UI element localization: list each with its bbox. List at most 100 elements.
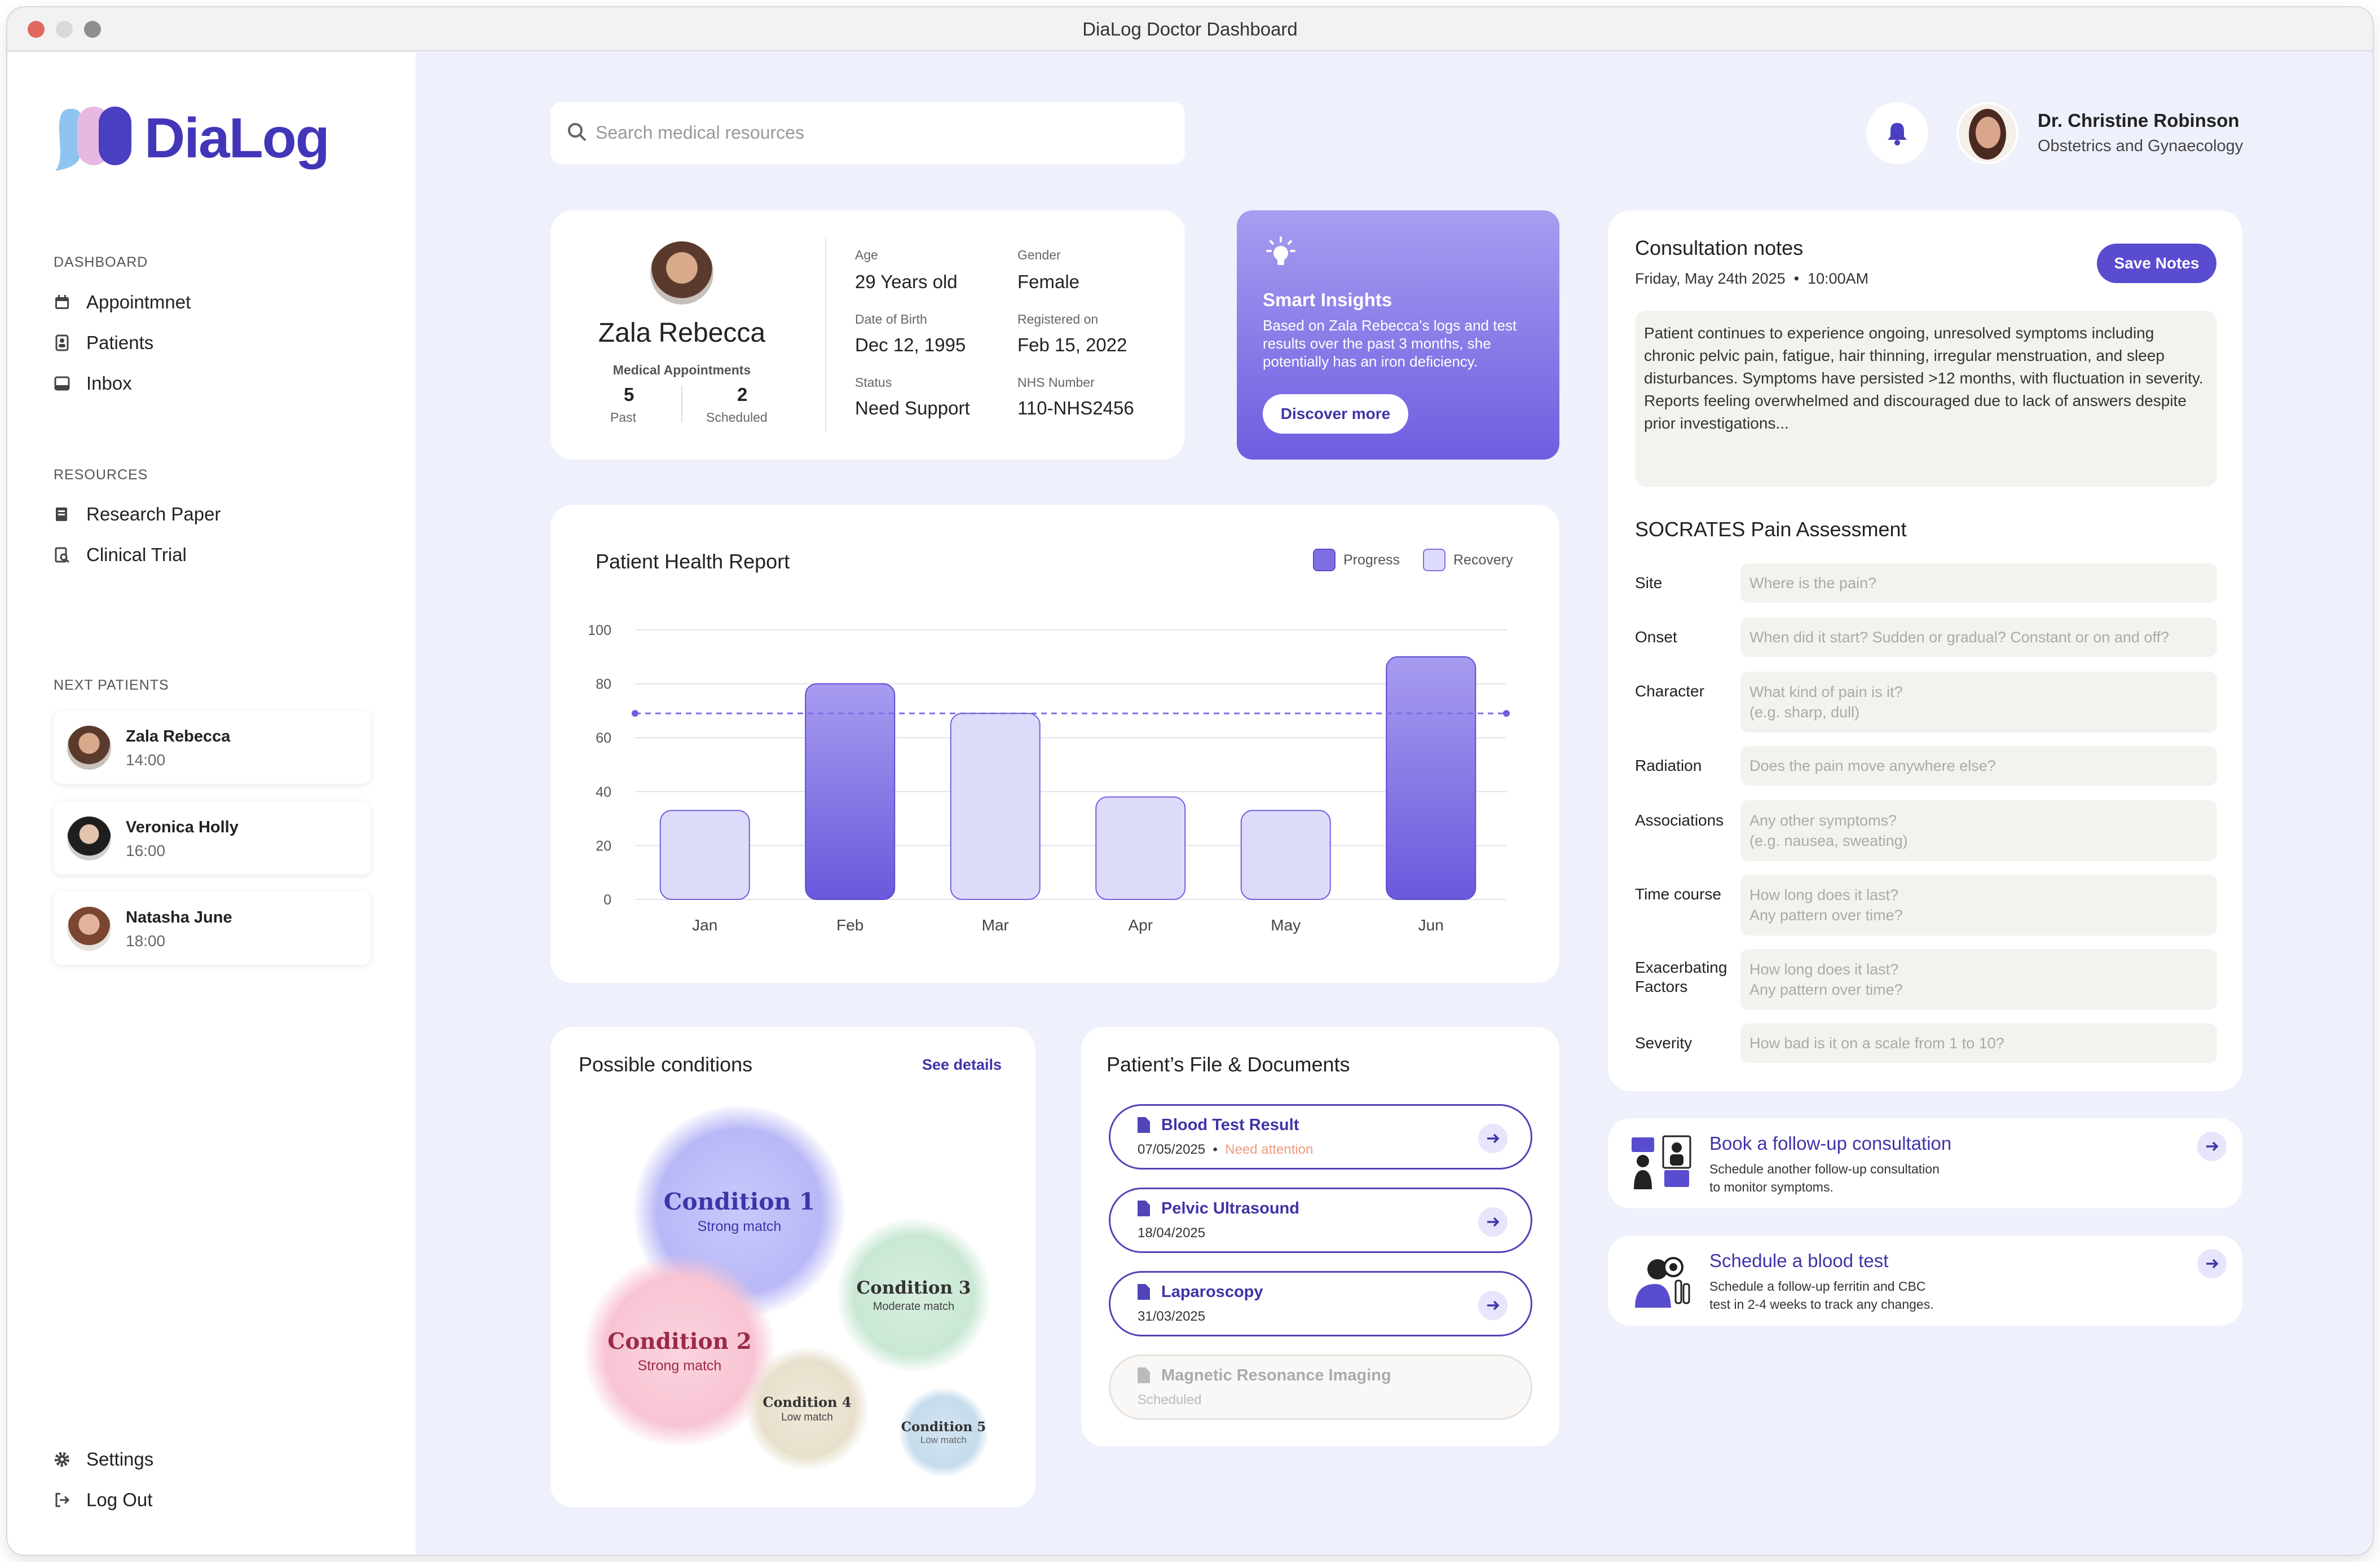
open-action-button[interactable] bbox=[2197, 1132, 2227, 1161]
legend-item-progress: Progress bbox=[1313, 549, 1400, 571]
y-tick-label: 60 bbox=[596, 730, 611, 746]
document-item-disabled: Magnetic Resonance Imaging Scheduled bbox=[1109, 1354, 1532, 1420]
document-icon bbox=[56, 508, 67, 521]
field-placeholder: Any pattern over time? bbox=[1749, 907, 1903, 924]
condition-bubble[interactable]: Condition 3 Moderate match bbox=[837, 1219, 990, 1372]
dashboard-section-label: DASHBOARD bbox=[54, 254, 148, 270]
nhs-label: NHS Number bbox=[1017, 375, 1095, 390]
y-tick-label: 40 bbox=[596, 784, 611, 800]
document-item[interactable]: Blood Test Result 07/05/2025 • Need atte… bbox=[1109, 1104, 1532, 1170]
document-date: 07/05/2025 • Need attention bbox=[1138, 1142, 1314, 1157]
gender-value: Female bbox=[1017, 271, 1080, 292]
socrates-label-radiation: Radiation bbox=[1635, 757, 1702, 774]
sidebar-item-appointment[interactable]: Appointmnet bbox=[54, 288, 191, 316]
socrates-label-character: Character bbox=[1635, 682, 1704, 700]
condition-name: Condition 3 bbox=[856, 1277, 971, 1298]
sidebar-item-clinical-trial[interactable]: Clinical Trial bbox=[54, 541, 187, 569]
field-placeholder: Does the pain move anywhere else? bbox=[1749, 757, 1996, 774]
user-avatar[interactable] bbox=[1956, 102, 2018, 164]
reference-line-end bbox=[1503, 710, 1510, 717]
document-name: Laparoscopy bbox=[1161, 1283, 1263, 1301]
y-tick-label: 0 bbox=[603, 892, 611, 908]
health-report-card: Patient Health Report Progress Recovery … bbox=[550, 505, 1559, 983]
file-icon bbox=[1138, 1284, 1150, 1300]
arrow-right-icon bbox=[2206, 1259, 2219, 1269]
logout-icon bbox=[55, 1493, 70, 1507]
site-field[interactable]: Where is the pain? bbox=[1740, 563, 2217, 603]
description-line: Schedule a follow-up ferritin and CBC bbox=[1709, 1279, 1926, 1294]
sidebar-item-inbox[interactable]: Inbox bbox=[54, 369, 132, 398]
severity-field[interactable]: How bad is it on a scale from 1 to 10? bbox=[1740, 1023, 2217, 1063]
search-bar[interactable]: Search medical resources bbox=[550, 102, 1185, 164]
condition-bubble[interactable]: Condition 5 Low match bbox=[899, 1388, 988, 1477]
condition-bubble[interactable]: Condition 2 Strong match bbox=[584, 1256, 775, 1446]
action-description: Schedule a follow-up ferritin and CBC tes… bbox=[1709, 1277, 1934, 1313]
dob-label: Date of Birth bbox=[855, 312, 927, 326]
gender-label: Gender bbox=[1017, 248, 1061, 262]
next-patient-card[interactable]: Natasha June 18:00 bbox=[54, 892, 371, 965]
legend-item-recovery: Recovery bbox=[1423, 549, 1513, 571]
socrates-title: SOCRATES Pain Assessment bbox=[1635, 518, 1907, 541]
file-icon bbox=[1138, 1201, 1150, 1216]
radiation-field[interactable]: Does the pain move anywhere else? bbox=[1740, 746, 2217, 786]
next-patient-name: Zala Rebecca bbox=[126, 727, 231, 745]
next-patient-card[interactable]: Zala Rebecca 14:00 bbox=[54, 711, 371, 784]
socrates-label-site: Site bbox=[1635, 574, 1663, 592]
sidebar-item-patients[interactable]: Patients bbox=[54, 329, 153, 357]
onset-field[interactable]: When did it start? Sudden or gradual? Co… bbox=[1740, 617, 2217, 657]
bar-chart: 100 80 60 40 20 0 Jan Feb Mar Apr May Jun bbox=[588, 623, 1510, 934]
avatar bbox=[67, 726, 111, 770]
open-document-button[interactable] bbox=[1478, 1124, 1508, 1153]
document-item[interactable]: Pelvic Ultrasound 18/04/2025 bbox=[1109, 1188, 1532, 1253]
age-label: Age bbox=[855, 248, 878, 262]
settings-button[interactable]: Settings bbox=[54, 1445, 153, 1473]
maximize-window-button[interactable] bbox=[84, 21, 101, 38]
conditions-title: Possible conditions bbox=[579, 1053, 753, 1076]
notes-datetime: Friday, May 24th 2025 • 10:00AM bbox=[1635, 270, 1869, 287]
document-name: Magnetic Resonance Imaging bbox=[1161, 1366, 1391, 1384]
window-title: DiaLog Doctor Dashboard bbox=[1082, 19, 1298, 39]
save-notes-button[interactable]: Save Notes bbox=[2097, 244, 2216, 283]
condition-bubble[interactable]: Condition 4 Low match bbox=[746, 1347, 869, 1470]
user-role: Obstetrics and Gynaecology bbox=[2038, 137, 2244, 155]
smart-insights-card: Smart Insights Based on Zala Rebecca's l… bbox=[1237, 210, 1559, 460]
document-date-text: 07/05/2025 bbox=[1138, 1142, 1206, 1157]
open-document-button[interactable] bbox=[1478, 1207, 1508, 1237]
character-field[interactable]: What kind of pain is it? (e.g. sharp, dul… bbox=[1740, 672, 2217, 733]
condition-match: Moderate match bbox=[872, 1300, 955, 1313]
sidebar-item-research-paper[interactable]: Research Paper bbox=[54, 500, 221, 528]
scheduled-label: Scheduled bbox=[706, 410, 768, 425]
chart-title: Patient Health Report bbox=[596, 550, 790, 573]
bar-jan bbox=[659, 810, 750, 901]
book-follow-up-card[interactable]: Book a follow-up consultation Schedule a… bbox=[1608, 1118, 2242, 1208]
search-icon bbox=[568, 123, 587, 142]
minimize-window-button[interactable] bbox=[56, 21, 73, 38]
divider bbox=[681, 386, 682, 422]
open-document-button[interactable] bbox=[1478, 1291, 1508, 1320]
close-window-button[interactable] bbox=[28, 21, 45, 38]
time-course-field[interactable]: How long does it last? Any pattern over t… bbox=[1740, 875, 2217, 936]
label-line: Exacerbating bbox=[1635, 959, 1727, 976]
schedule-blood-test-card[interactable]: Schedule a blood test Schedule a follow-… bbox=[1608, 1236, 2242, 1326]
discover-more-button[interactable]: Discover more bbox=[1263, 394, 1408, 434]
notification-button[interactable] bbox=[1866, 102, 1928, 164]
document-name: Pelvic Ultrasound bbox=[1161, 1199, 1299, 1217]
past-count: 5 bbox=[624, 384, 634, 405]
registered-value: Feb 15, 2022 bbox=[1017, 334, 1127, 355]
search-input[interactable]: Search medical resources bbox=[596, 122, 804, 143]
see-details-link[interactable]: See details bbox=[922, 1056, 1002, 1073]
sidebar-item-label: Patients bbox=[86, 332, 154, 353]
open-action-button[interactable] bbox=[2197, 1249, 2227, 1278]
logout-button[interactable]: Log Out bbox=[54, 1486, 152, 1514]
arrow-right-icon bbox=[2206, 1141, 2219, 1151]
field-placeholder: How long does it last? bbox=[1749, 886, 1899, 903]
exacerbating-factors-field[interactable]: How long does it last? Any pattern over t… bbox=[1740, 949, 2217, 1010]
document-item[interactable]: Laparoscopy 31/03/2025 bbox=[1109, 1271, 1532, 1336]
notes-textarea[interactable]: Patient continues to experience ongoing,… bbox=[1635, 311, 2217, 487]
app-window: DiaLog Doctor Dashboard DiaLog DASHBOARD… bbox=[7, 7, 2373, 1555]
gear-icon bbox=[55, 1452, 69, 1467]
dialog-logo[interactable]: DiaLog bbox=[52, 98, 330, 179]
associations-field[interactable]: Any other symptoms? (e.g. nausea, sweatin… bbox=[1740, 800, 2217, 861]
next-patient-card[interactable]: Veronica Holly 16:00 bbox=[54, 801, 371, 875]
field-placeholder: How bad is it on a scale from 1 to 10? bbox=[1749, 1035, 2004, 1052]
